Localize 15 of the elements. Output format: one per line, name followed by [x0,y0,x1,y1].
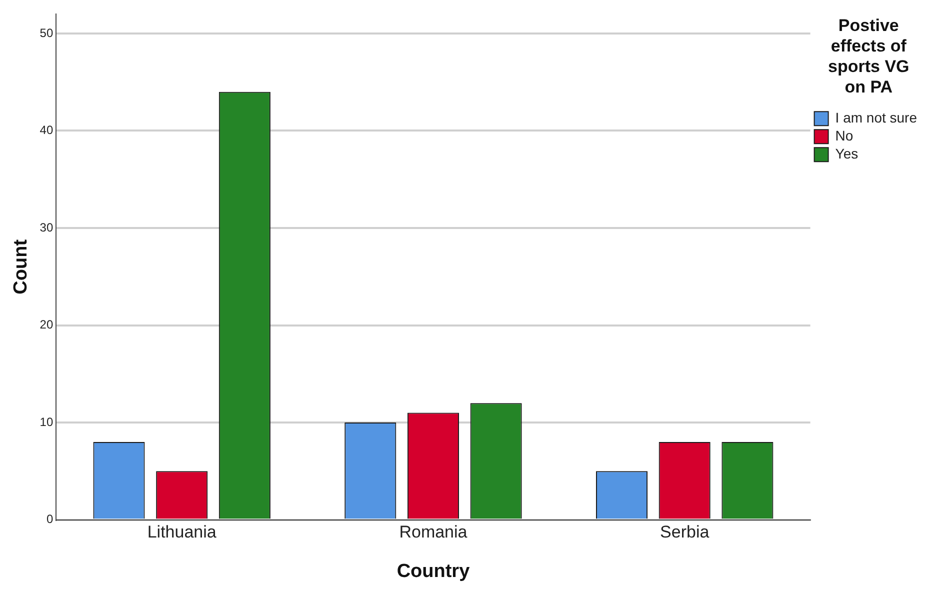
legend-label: Yes [835,145,858,162]
y-tick-label: 40 [40,123,54,138]
y-tick-label: 10 [40,414,54,429]
legend-label: No [835,127,854,144]
y-tick-label: 50 [40,26,54,40]
x-tick-label: Serbia [660,522,710,542]
y-tick-label: 20 [40,318,54,332]
x-axis-title: Country [396,560,470,582]
y-tick-label: 0 [46,512,54,526]
y-axis-title: Count [10,238,32,294]
x-tick-label: Romania [399,522,468,542]
legend-title: Postive effects of sports VG on PA [828,16,910,96]
y-tick-label: 30 [40,220,54,234]
x-tick-label: Lithuania [147,522,217,542]
legend-label: I am not sure [835,109,918,126]
